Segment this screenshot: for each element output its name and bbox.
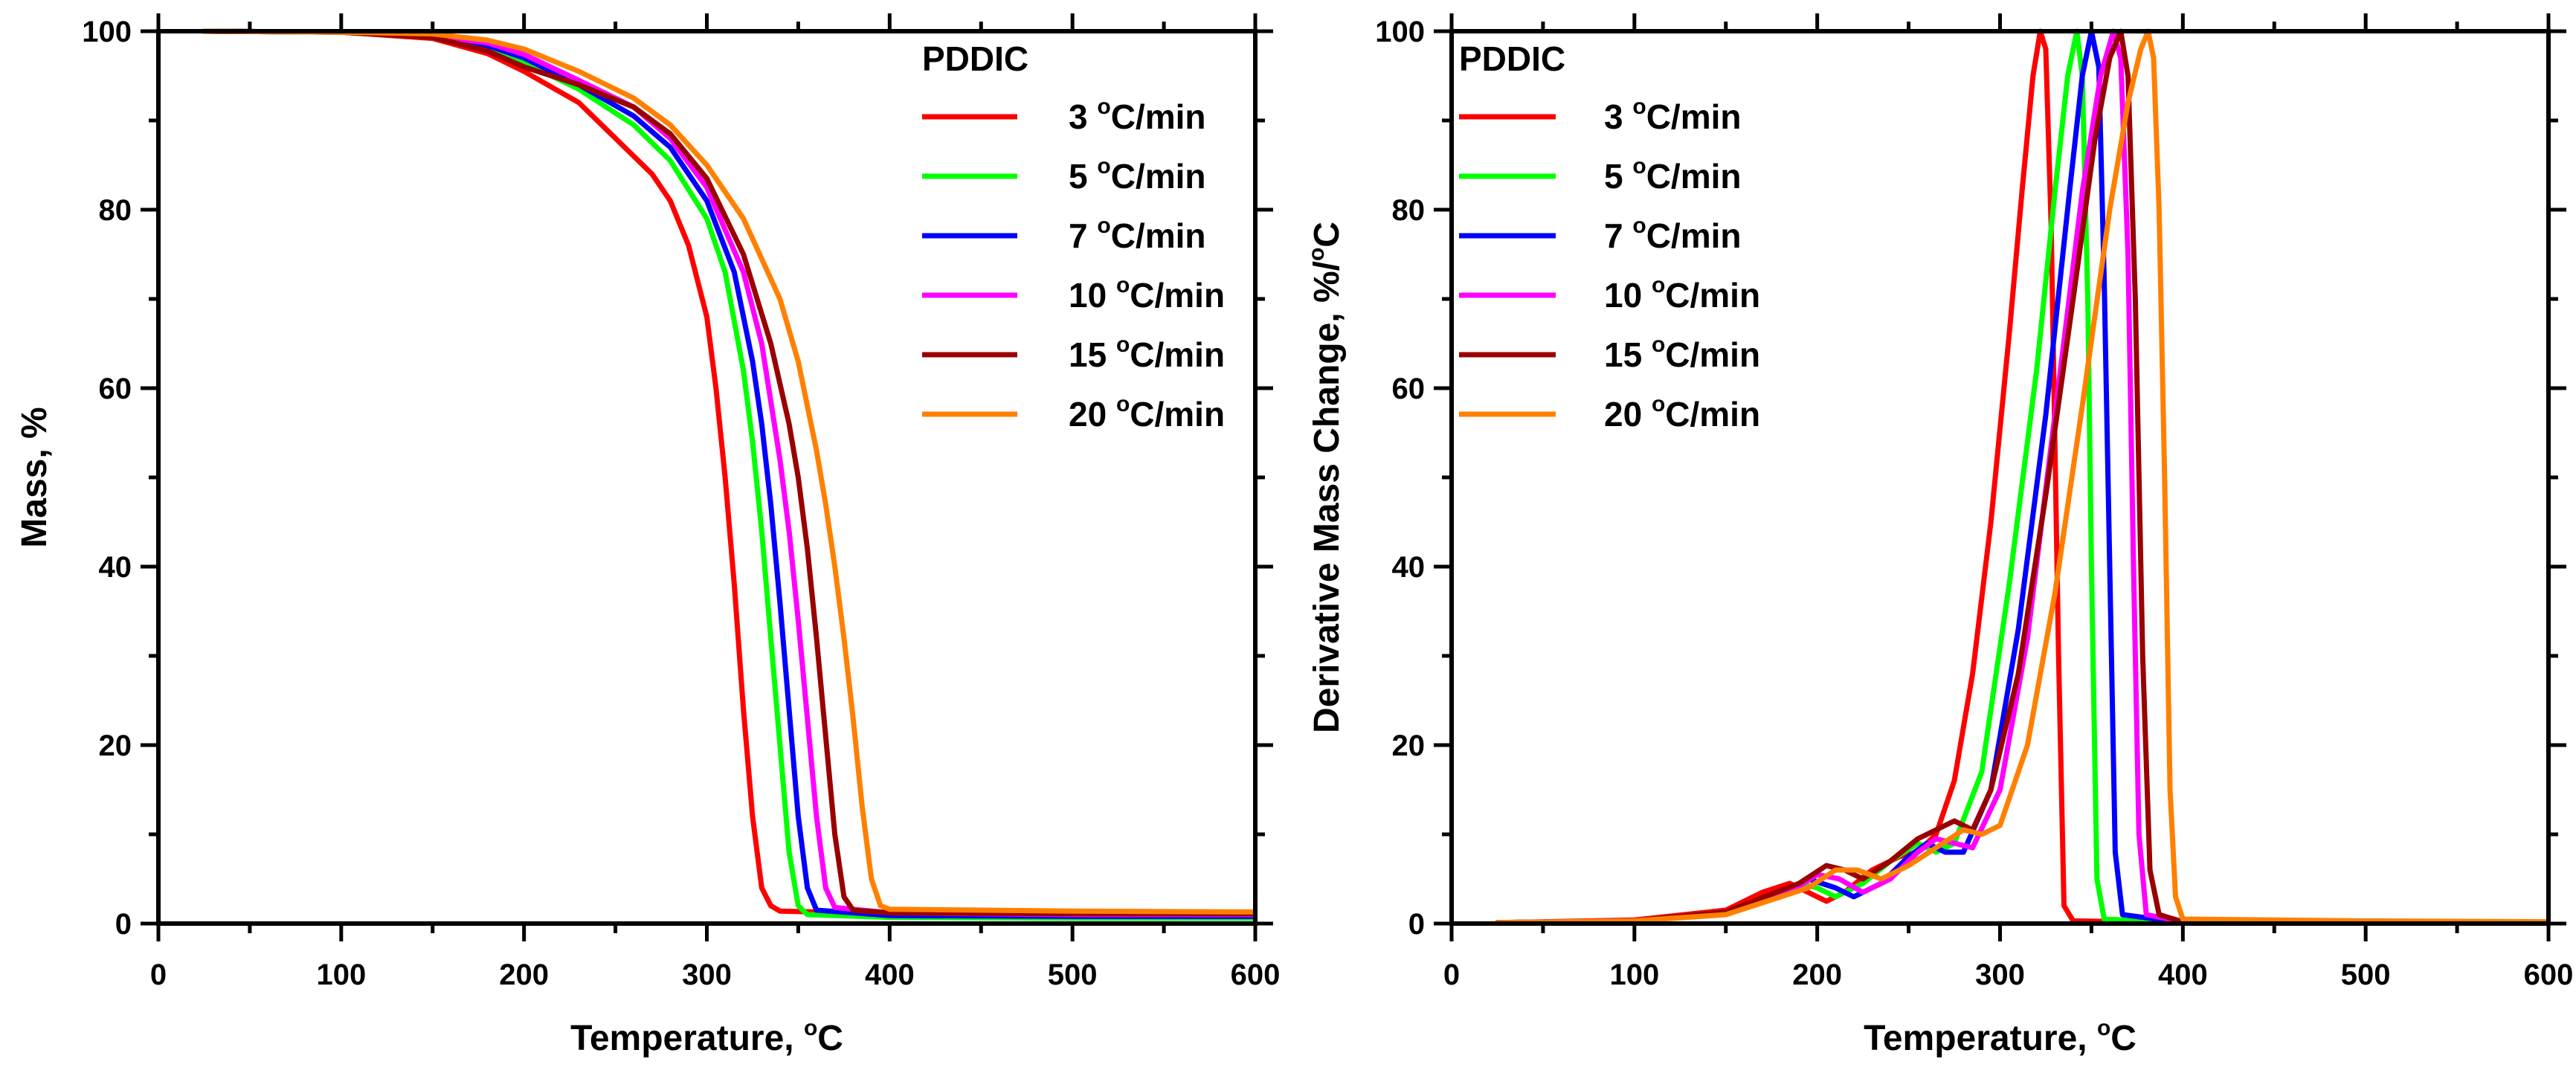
series-line-5 (202, 28, 1257, 915)
y-tick-label: 60 (99, 373, 132, 405)
x-tick-label: 600 (1231, 959, 1281, 991)
y-tick-label: 20 (1392, 729, 1426, 762)
series-line-4 (202, 28, 1257, 917)
legend-label-4: 15 oC/min (1069, 332, 1225, 374)
y-tick-label: 0 (1408, 908, 1425, 941)
series-line-3 (202, 28, 1257, 918)
legend-label-5: 20 oC/min (1069, 392, 1225, 434)
derivative-chart: 0 100 200 300 400 500 600 0 20 40 60 80 100 Temperatu… (1304, 13, 2573, 1058)
legend: PDDIC 3 oC/min 5 oC/min 7 oC/min 10 oC/min 15… (922, 39, 1225, 434)
y-tick-label: 80 (99, 194, 132, 227)
series-line-0 (202, 28, 1257, 918)
y-tick-label: 40 (1392, 551, 1426, 584)
x-tick-label: 300 (1975, 959, 2025, 991)
legend-label-1: 5 oC/min (1069, 154, 1205, 196)
y-tick-label: 100 (82, 16, 132, 48)
mass-chart: 0 100 200 300 400 500 600 0 20 40 60 80 100 Temperatu… (15, 13, 1280, 1058)
series-line-3 (1495, 28, 2550, 926)
y-axis-title: Mass, % (15, 407, 54, 547)
legend-label-1: 5 oC/min (1604, 154, 1741, 196)
x-tick-label: 300 (682, 959, 732, 991)
x-tick-label: 500 (2341, 959, 2391, 991)
y-tick-label: 100 (1375, 16, 1425, 48)
legend-label-3: 10 oC/min (1069, 273, 1225, 315)
x-tick-label: 200 (499, 959, 549, 991)
legend-title: PDDIC (922, 39, 1028, 78)
x-tick-label: 100 (316, 959, 366, 991)
x-tick-label: 400 (865, 959, 915, 991)
legend-label-0: 3 oC/min (1604, 94, 1741, 136)
series-line-4 (1495, 28, 2550, 926)
x-tick-label: 500 (1048, 959, 1098, 991)
y-axis-title: Derivative Mass Change, %/oC (1304, 222, 1347, 733)
y-tick-label: 0 (115, 908, 132, 941)
legend: PDDIC 3 oC/min 5 oC/min 7 oC/min 10 oC/min 15… (1459, 39, 1760, 434)
x-tick-label: 400 (2158, 959, 2208, 991)
x-axis-title: Temperature, oC (570, 1016, 843, 1058)
x-tick-label: 0 (150, 959, 167, 991)
x-tick-label: 0 (1443, 959, 1460, 991)
legend-label-5: 20 oC/min (1604, 392, 1760, 434)
y-tick-label: 80 (1392, 194, 1426, 227)
series-line-2 (202, 28, 1257, 919)
legend-label-0: 3 oC/min (1069, 94, 1205, 136)
legend-title: PDDIC (1459, 39, 1565, 78)
legend-label-3: 10 oC/min (1604, 273, 1760, 315)
x-tick-label: 100 (1609, 959, 1659, 991)
x-tick-label: 600 (2524, 959, 2574, 991)
y-tick-label: 20 (99, 729, 132, 762)
x-axis-title: Temperature, oC (1864, 1016, 2137, 1058)
x-tick-label: 200 (1792, 959, 1842, 991)
legend-label-2: 7 oC/min (1604, 213, 1741, 255)
y-tick-label: 60 (1392, 373, 1426, 405)
legend-label-2: 7 oC/min (1069, 213, 1205, 255)
y-tick-label: 40 (99, 551, 132, 584)
series-line-5 (1495, 28, 2550, 926)
legend-label-4: 15 oC/min (1604, 332, 1760, 374)
